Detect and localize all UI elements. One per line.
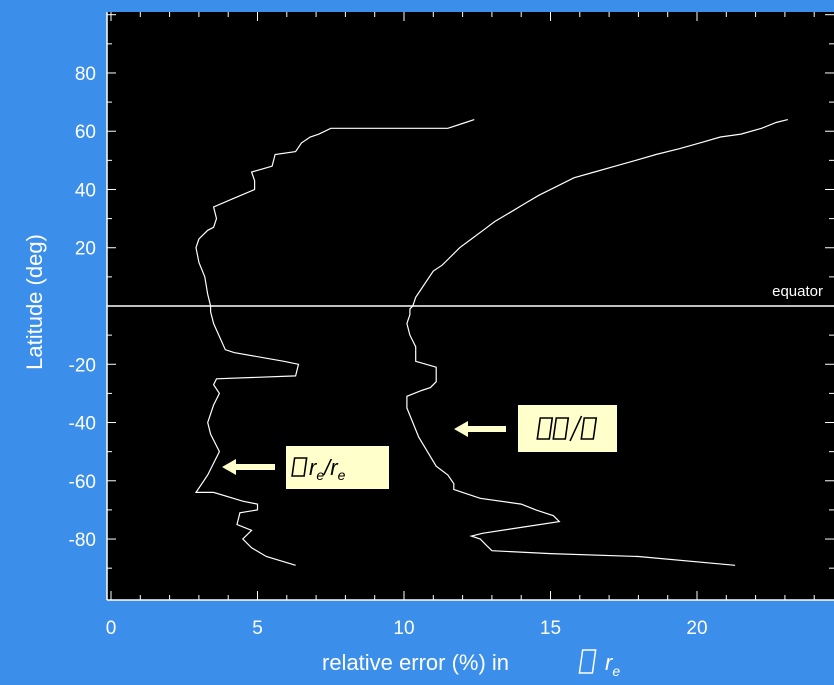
series-2-arrow bbox=[454, 421, 506, 437]
x-tick-label: 20 bbox=[686, 618, 707, 639]
y-tick-label: 40 bbox=[75, 180, 96, 201]
y-tick-label: -80 bbox=[69, 530, 96, 551]
y-axis-title: Latitude (deg) bbox=[22, 234, 47, 370]
x-tick-labels: 0 5 10 15 20 bbox=[106, 618, 708, 639]
y-tick-label: -60 bbox=[69, 472, 96, 493]
x-tick-label: 10 bbox=[393, 618, 414, 639]
series-1-line bbox=[194, 119, 475, 566]
series-2-label bbox=[454, 405, 617, 452]
missing-glyph-icon bbox=[580, 417, 598, 440]
missing-glyph-icon bbox=[552, 417, 570, 440]
delta-symbol-icon bbox=[578, 649, 597, 674]
slash-glyph bbox=[569, 415, 583, 442]
equator-label: equator bbox=[772, 283, 823, 300]
series-1-arrow bbox=[222, 459, 275, 475]
series-2-label-glyphs bbox=[536, 415, 598, 442]
series-1-label: re/re bbox=[222, 446, 389, 489]
delta-symbol-icon bbox=[291, 457, 308, 477]
y-tick-labels: 80 60 40 20 -20 -40 -60 -80 bbox=[69, 64, 96, 551]
y-tick-label: 80 bbox=[75, 64, 96, 85]
y-tick-label: -40 bbox=[69, 414, 96, 435]
x-axis-title: relative error (%) in re bbox=[322, 649, 620, 679]
x-axis-title-text: relative error (%) in bbox=[322, 650, 509, 675]
y-tick-label: 20 bbox=[75, 239, 96, 260]
missing-glyph-icon bbox=[536, 417, 554, 440]
series-layer bbox=[194, 119, 788, 566]
series-2-line bbox=[406, 119, 788, 566]
y-tick-label: 60 bbox=[75, 122, 96, 143]
series-1-label-box bbox=[286, 446, 389, 489]
x-axis-title-symbol: re bbox=[605, 650, 620, 679]
series-1-label-text: re/re bbox=[309, 455, 346, 483]
x-tick-label: 5 bbox=[252, 618, 263, 639]
x-tick-label: 0 bbox=[106, 618, 117, 639]
y-tick-label: -20 bbox=[69, 355, 96, 376]
x-tick-label: 15 bbox=[540, 618, 561, 639]
